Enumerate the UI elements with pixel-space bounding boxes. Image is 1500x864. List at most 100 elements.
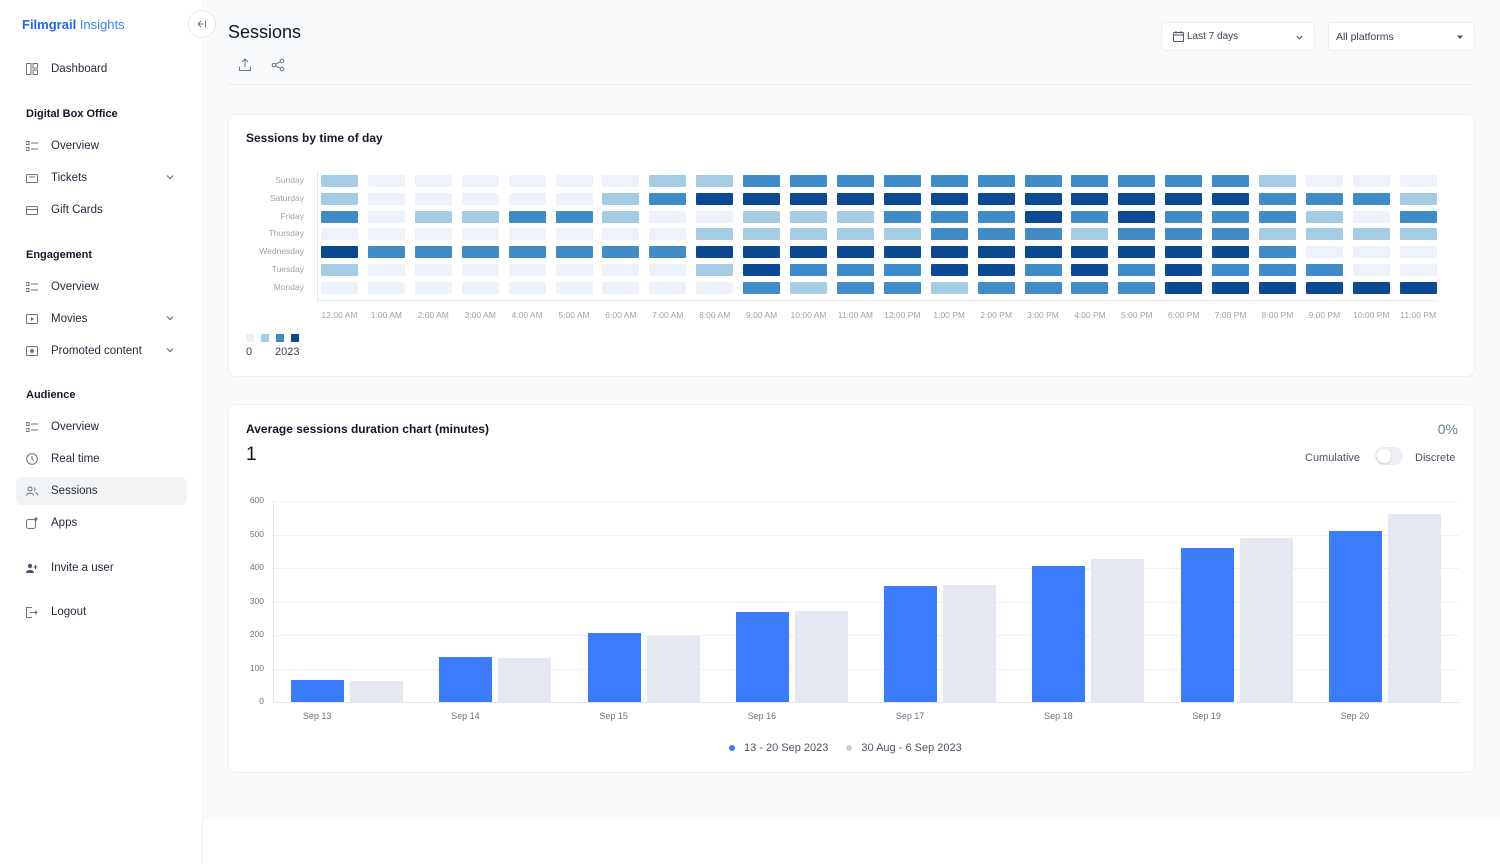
sidebar-item-movies[interactable]: Movies (16, 305, 187, 333)
heatmap-cell[interactable] (1352, 246, 1390, 259)
heatmap-cell[interactable] (790, 281, 827, 294)
heatmap-cell[interactable] (602, 210, 640, 223)
heatmap-cell[interactable] (1305, 281, 1343, 294)
heatmap-cell[interactable] (1305, 228, 1343, 241)
heatmap-cell[interactable] (1259, 281, 1296, 294)
chevron-down-icon[interactable] (165, 313, 175, 323)
bar-current-period[interactable] (587, 633, 641, 702)
heatmap-cell[interactable] (1024, 228, 1062, 241)
bar-previous-period[interactable] (1387, 514, 1441, 702)
heatmap-cell[interactable] (836, 281, 874, 294)
heatmap-cell[interactable] (367, 192, 405, 205)
heatmap-cell[interactable] (1399, 281, 1437, 294)
bar-previous-period[interactable] (498, 657, 552, 702)
heatmap-cell[interactable] (930, 228, 968, 241)
heatmap-cell[interactable] (649, 175, 687, 187)
heatmap-cell[interactable] (1212, 192, 1250, 205)
heatmap-cell[interactable] (461, 246, 499, 259)
heatmap-cell[interactable] (414, 246, 452, 259)
heatmap-cell[interactable] (367, 264, 405, 276)
heatmap-cell[interactable] (836, 228, 874, 241)
heatmap-cell[interactable] (321, 264, 358, 276)
heatmap-cell[interactable] (743, 192, 781, 205)
heatmap-cell[interactable] (649, 228, 687, 241)
heatmap-cell[interactable] (930, 281, 968, 294)
heatmap-cell[interactable] (1024, 246, 1062, 259)
heatmap-cell[interactable] (367, 175, 405, 187)
heatmap-cell[interactable] (1118, 264, 1156, 276)
heatmap-cell[interactable] (743, 210, 781, 223)
heatmap-cell[interactable] (836, 210, 874, 223)
heatmap-cell[interactable] (555, 281, 593, 294)
cumulative-discrete-toggle[interactable] (1375, 447, 1403, 465)
bar-previous-period[interactable] (794, 610, 848, 702)
heatmap-cell[interactable] (1071, 264, 1109, 276)
heatmap-cell[interactable] (1399, 246, 1437, 259)
heatmap-cell[interactable] (461, 228, 499, 241)
heatmap-cell[interactable] (414, 192, 452, 205)
heatmap-cell[interactable] (1118, 281, 1156, 294)
heatmap-cell[interactable] (930, 192, 968, 205)
heatmap-cell[interactable] (1212, 264, 1250, 276)
heatmap-cell[interactable] (977, 281, 1015, 294)
heatmap-cell[interactable] (836, 175, 874, 187)
sidebar-item-audience-overview[interactable]: Overview (16, 413, 187, 441)
heatmap-cell[interactable] (461, 175, 499, 187)
heatmap-cell[interactable] (1165, 228, 1203, 241)
heatmap-cell[interactable] (1305, 175, 1343, 187)
heatmap-cell[interactable] (1071, 210, 1109, 223)
heatmap-cell[interactable] (321, 210, 358, 223)
heatmap-cell[interactable] (883, 264, 921, 276)
heatmap-cell[interactable] (321, 175, 358, 187)
sidebar-item-apps[interactable]: Apps (16, 509, 187, 537)
heatmap-cell[interactable] (1259, 175, 1296, 187)
sidebar-item-box-office-overview[interactable]: Overview (16, 132, 187, 160)
chevron-down-icon[interactable] (165, 172, 175, 182)
heatmap-cell[interactable] (321, 228, 358, 241)
heatmap-cell[interactable] (1071, 175, 1109, 187)
heatmap-cell[interactable] (367, 228, 405, 241)
heatmap-cell[interactable] (1212, 175, 1250, 187)
heatmap-cell[interactable] (1305, 210, 1343, 223)
heatmap-cell[interactable] (1212, 246, 1250, 259)
heatmap-cell[interactable] (602, 228, 640, 241)
heatmap-cell[interactable] (1399, 175, 1437, 187)
heatmap-cell[interactable] (649, 192, 687, 205)
heatmap-cell[interactable] (602, 246, 640, 259)
heatmap-cell[interactable] (1071, 246, 1109, 259)
heatmap-cell[interactable] (1259, 246, 1296, 259)
heatmap-cell[interactable] (1352, 281, 1390, 294)
heatmap-cell[interactable] (321, 192, 358, 205)
heatmap-cell[interactable] (367, 281, 405, 294)
heatmap-cell[interactable] (1118, 175, 1156, 187)
bar-current-period[interactable] (291, 680, 345, 702)
heatmap-cell[interactable] (1259, 228, 1296, 241)
heatmap-cell[interactable] (461, 264, 499, 276)
heatmap-cell[interactable] (649, 264, 687, 276)
heatmap-cell[interactable] (555, 246, 593, 259)
heatmap-cell[interactable] (790, 192, 827, 205)
heatmap-cell[interactable] (602, 192, 640, 205)
heatmap-cell[interactable] (508, 281, 546, 294)
heatmap-cell[interactable] (930, 246, 968, 259)
heatmap-cell[interactable] (1259, 210, 1296, 223)
collapse-sidebar-button[interactable] (188, 10, 216, 38)
heatmap-cell[interactable] (790, 228, 827, 241)
sidebar-item-invite-user[interactable]: Invite a user (16, 554, 187, 582)
heatmap-cell[interactable] (508, 175, 546, 187)
heatmap-cell[interactable] (555, 228, 593, 241)
heatmap-cell[interactable] (696, 281, 734, 294)
heatmap-cell[interactable] (461, 281, 499, 294)
heatmap-cell[interactable] (555, 192, 593, 205)
heatmap-cell[interactable] (696, 210, 734, 223)
heatmap-cell[interactable] (649, 210, 687, 223)
heatmap-cell[interactable] (508, 246, 546, 259)
sidebar-item-gift-cards[interactable]: Gift Cards (16, 196, 187, 224)
sidebar-item-engagement-overview[interactable]: Overview (16, 273, 187, 301)
heatmap-cell[interactable] (1165, 281, 1203, 294)
heatmap-cell[interactable] (1165, 264, 1203, 276)
heatmap-cell[interactable] (1259, 264, 1296, 276)
heatmap-cell[interactable] (790, 210, 827, 223)
heatmap-cell[interactable] (1024, 281, 1062, 294)
heatmap-cell[interactable] (508, 210, 546, 223)
